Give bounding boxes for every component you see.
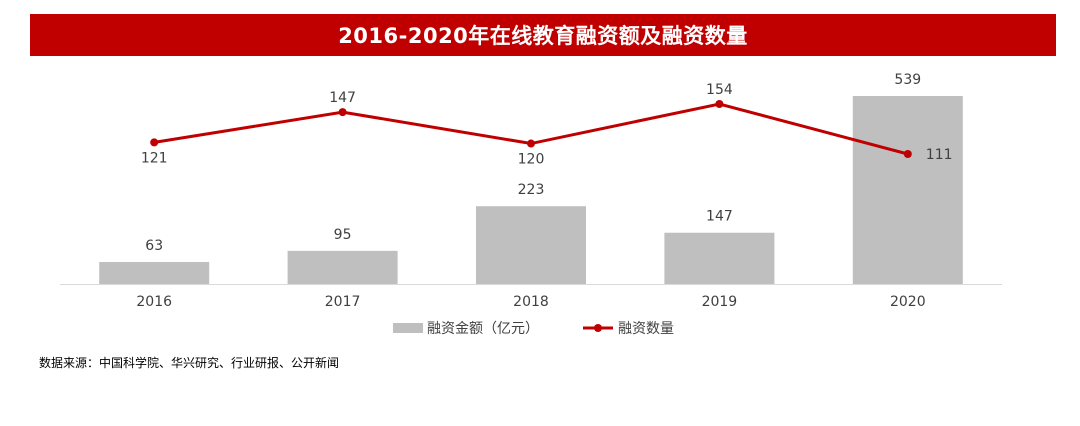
line-data-label: 147 bbox=[329, 90, 356, 106]
bar-2016 bbox=[99, 262, 210, 284]
line-data-label: 121 bbox=[141, 150, 168, 166]
chart-title-banner: 2016-2020年在线教育融资额及融资数量 bbox=[30, 14, 1056, 56]
x-tick-label: 2019 bbox=[702, 294, 738, 310]
line-point-2017 bbox=[338, 108, 347, 117]
bar-data-label: 539 bbox=[894, 72, 921, 88]
legend-bar-swatch bbox=[393, 323, 423, 333]
line-data-label: 154 bbox=[706, 82, 733, 98]
line-data-label: 120 bbox=[518, 152, 545, 168]
line-point-2018 bbox=[527, 139, 535, 148]
bar-2018 bbox=[476, 206, 586, 284]
bar-data-label: 95 bbox=[334, 227, 352, 243]
x-tick-label: 2018 bbox=[513, 294, 549, 310]
line-data-label: 111 bbox=[926, 147, 953, 163]
bar-data-label: 147 bbox=[706, 209, 733, 225]
legend-bar-label: 融资金额（亿元） bbox=[427, 321, 539, 337]
bar-2017 bbox=[287, 250, 398, 284]
legend-line-marker bbox=[594, 324, 602, 332]
bar-data-label: 223 bbox=[518, 182, 545, 198]
source-note: 数据来源：中国科学院、华兴研究、行业研报、公开新闻 bbox=[39, 356, 340, 370]
x-tick-label: 2017 bbox=[325, 294, 361, 310]
chart-title: 2016-2020年在线教育融资额及融资数量 bbox=[338, 24, 748, 48]
line-point-2016 bbox=[150, 138, 159, 147]
x-tick-label: 2020 bbox=[890, 294, 926, 310]
line-point-2019 bbox=[715, 100, 724, 108]
line-point-2020 bbox=[903, 150, 912, 158]
bar-2019 bbox=[664, 232, 775, 284]
bar-2020 bbox=[852, 96, 963, 284]
legend-line-label: 融资数量 bbox=[618, 321, 674, 337]
bar-data-label: 63 bbox=[145, 238, 163, 254]
x-tick-label: 2016 bbox=[136, 294, 172, 310]
